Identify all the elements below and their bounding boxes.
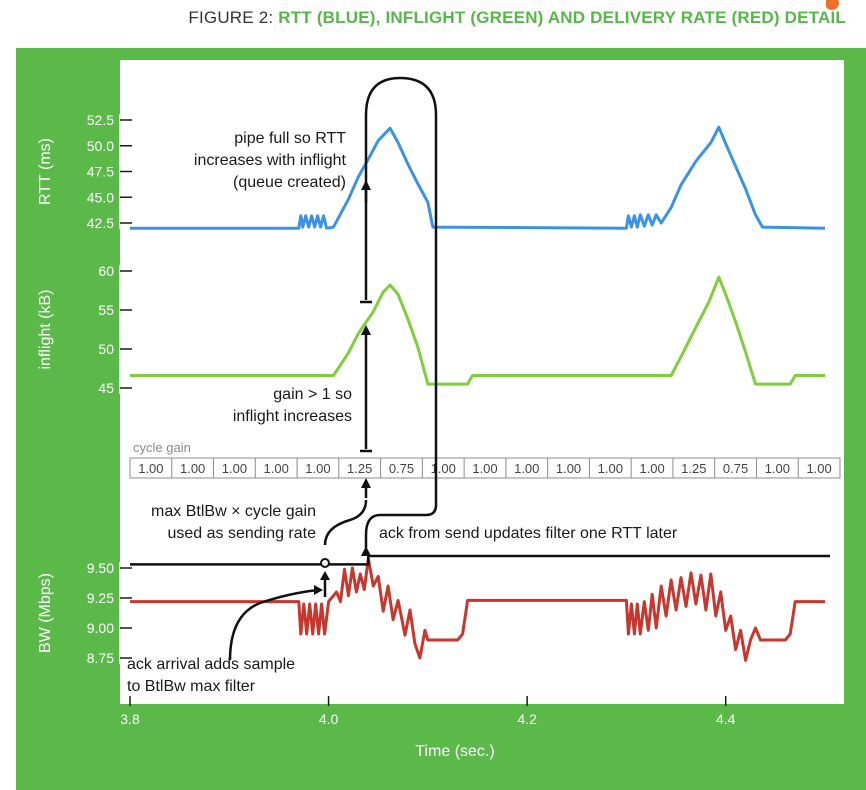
x-tick-label: 4.4 [716,711,736,727]
cycle-gain-cell: 1.00 [264,461,289,476]
annotation-pipe_full: increases with inflight [194,152,347,169]
x-tick-label: 4.2 [517,711,537,727]
cycle-gain-cell: 0.75 [389,461,414,476]
annotation-ack_send: ack from send updates filter one RTT lat… [379,525,678,542]
series-line-bw [130,556,825,662]
y-tick-label-rtt: 42.5 [87,215,114,231]
chart-axes: 52.5 50.0 47.5 45.0 42.5 RTT (ms) 60 55 50 45 infl… [37,112,736,760]
cycle-gain-box [129,457,841,479]
y-tick-label-rtt: 52.5 [87,112,114,128]
cycle-gain-cell: 1.00 [222,461,247,476]
y-tick-label-rtt: 50.0 [87,138,114,154]
annotation-pipe_full: (queue created) [233,174,346,191]
annotation-ack_arrival: ack arrival adds sample [127,656,295,673]
ack-arrow-head [361,546,371,556]
cycle-gain-cell: 1.00 [305,461,330,476]
y-tick-label-rtt: 47.5 [87,164,114,180]
cycle-gain-cell: 1.00 [556,461,581,476]
y-tick-label-rtt: 45.0 [87,189,114,205]
cycle-gain-cell: 1.00 [472,461,497,476]
rtt-arrow-head [361,180,371,190]
y-tick-label-bw: 9.00 [87,620,114,636]
cycle-gain-cell: 1.00 [598,461,623,476]
y-axis-label-rtt: RTT (ms) [37,138,54,205]
y-tick-label-inflight: 60 [98,263,114,279]
x-tick-label: 4.0 [319,711,339,727]
y-tick-label-bw: 9.50 [87,560,114,576]
x-axis-label: Time (sec.) [415,743,494,760]
y-tick-label-bw: 9.25 [87,590,114,606]
sending-rate-marker [320,558,330,568]
y-tick-label-bw: 8.75 [87,650,114,666]
btlbw-max-filter-line [130,554,830,566]
annotation-max_btlbw: used as sending rate [167,525,316,542]
figure-title: FIGURE 2: RTT (BLUE), INFLIGHT (GREEN) A… [0,8,846,28]
cycle-gain-cell: 1.25 [347,461,372,476]
y-axis-label-bw: BW (Mbps) [37,573,54,653]
x-tick-label: 3.8 [120,711,140,727]
logo-icon [826,0,839,10]
cycle-gain-cell: 1.00 [138,461,163,476]
inflight-arrow-head [361,325,371,335]
chart-series [130,125,830,662]
y-tick-label-inflight: 50 [98,341,114,357]
ack-arrival-arrow-head [314,585,323,595]
chart-annotations: pipe full so RTT increases with inflight (… [127,76,678,695]
loop-connector-arrow [364,76,438,548]
annotation-pipe_full: pipe full so RTT [234,130,346,147]
sending-rate-connector [323,499,368,546]
cycle-gain-cell: 1.25 [681,461,706,476]
series-line-rtt [130,125,826,230]
annotation-ack_arrival: to BtlBw max filter [127,678,256,695]
plot-panel [120,60,844,704]
cycle-gain-cell: 1.00 [431,461,456,476]
y-tick-label-inflight: 55 [98,302,114,318]
cycle-gain-cell: 1.00 [765,461,790,476]
cycle-gain-strip: cycle gain 1.00 1.00 1.00 1.00 1.00 1.25 0.75 1.… [129,440,841,479]
gain-arrow-head [361,478,371,488]
cycle-gain-cell: 1.00 [514,461,539,476]
cycle-gain-cell: 1.00 [806,461,831,476]
cycle-gain-cell: 0.75 [723,461,748,476]
figure-title-highlight: RTT (BLUE), INFLIGHT (GREEN) AND DELIVER… [278,8,846,27]
annotation-gain: inflight increases [233,408,352,425]
figure-title-prefix: FIGURE 2: [188,8,279,27]
cycle-gain-label: cycle gain [133,440,191,455]
ack-arrival-arrow [228,588,319,661]
y-tick-label-inflight: 45 [98,380,114,396]
y-axis-label-inflight: inflight (kB) [37,289,54,369]
series-line-inflight [130,275,825,386]
cycle-gain-cell: 1.00 [639,461,664,476]
annotation-gain: gain > 1 so [273,386,352,403]
sample-arrow-head [320,571,330,580]
cycle-gain-cell: 1.00 [180,461,205,476]
annotation-max_btlbw: max BtlBw × cycle gain [151,503,316,520]
